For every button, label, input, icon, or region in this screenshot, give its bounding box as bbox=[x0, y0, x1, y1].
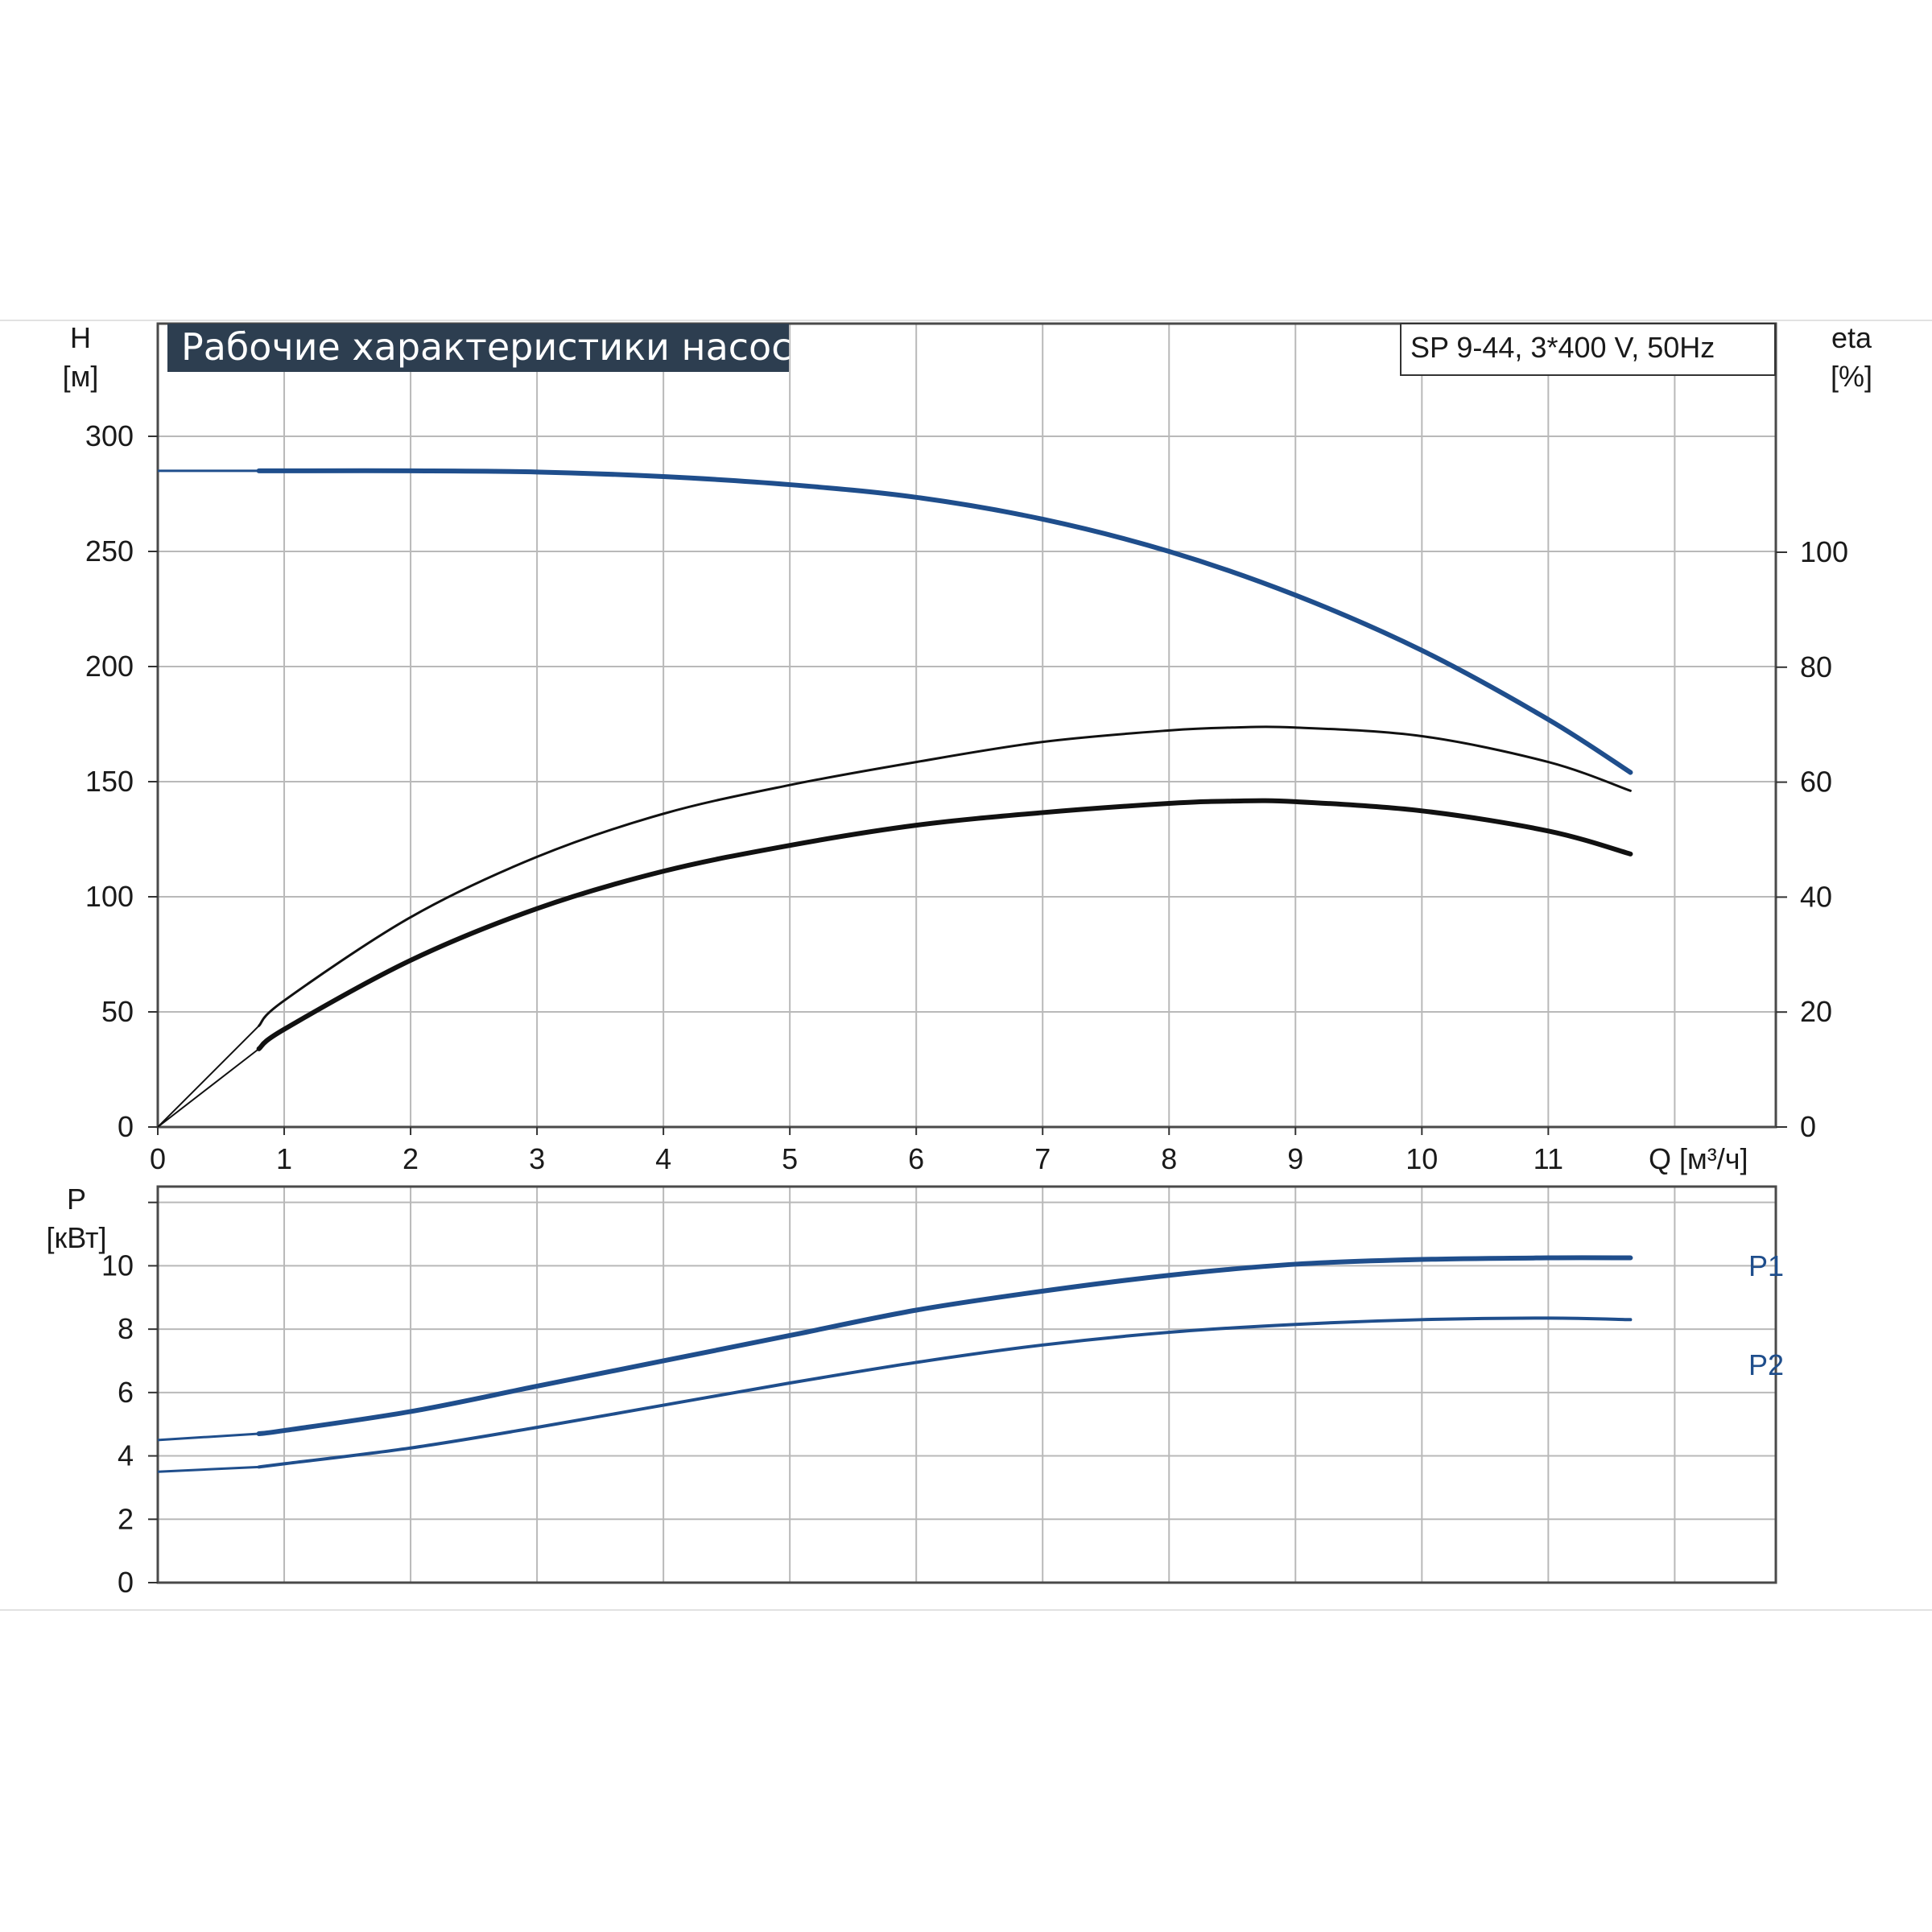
efficiency-curve-upper bbox=[258, 725, 1632, 1027]
power-axis-unit: [кВт] bbox=[46, 1221, 106, 1254]
ticks-layer: 0 1 2 3 4 5 6 7 8 9 10 1105010015020025030002040608… bbox=[85, 419, 1848, 1599]
head-tick-label: 50 bbox=[101, 995, 134, 1028]
x-tick-label: 3 bbox=[529, 1142, 545, 1175]
top-panel-frame bbox=[156, 322, 1777, 1129]
eta-tick-label: 40 bbox=[1800, 880, 1832, 913]
efficiency-curve-lower bbox=[256, 798, 1633, 1051]
p2-series-label: P2 bbox=[1748, 1348, 1784, 1381]
eta-tick-label: 60 bbox=[1800, 766, 1832, 799]
power-tick-label: 10 bbox=[101, 1249, 134, 1282]
top-panel-grid bbox=[0, 320, 1932, 1611]
model-box bbox=[1400, 323, 1776, 376]
model-label: SP 9-44, 3*400 V, 50Hz bbox=[1410, 331, 1715, 364]
power-tick-label: 6 bbox=[118, 1376, 134, 1409]
curves-layer bbox=[157, 468, 1633, 1473]
power-tick-label: 2 bbox=[118, 1502, 134, 1535]
head-tick-label: 300 bbox=[85, 419, 134, 452]
x-tick-label: 4 bbox=[655, 1142, 671, 1175]
power-tick-label: 8 bbox=[118, 1312, 134, 1345]
bottom-panel-frame bbox=[156, 1185, 1777, 1584]
x-tick-label: 7 bbox=[1034, 1142, 1051, 1175]
power-tick-label: 4 bbox=[118, 1439, 134, 1472]
efficiency-axis-symbol: eta bbox=[1831, 321, 1872, 354]
eta-tick-label: 100 bbox=[1800, 535, 1848, 568]
power-axis-symbol: P bbox=[67, 1183, 86, 1216]
p1-series-label: P1 bbox=[1748, 1249, 1784, 1282]
x-tick-label: 5 bbox=[782, 1142, 798, 1175]
x-tick-label: 1 bbox=[276, 1142, 292, 1175]
head-tick-label: 250 bbox=[85, 535, 134, 568]
head-tick-label: 200 bbox=[85, 650, 134, 683]
head-curve bbox=[256, 468, 1633, 775]
x-tick-label: 2 bbox=[402, 1142, 419, 1175]
head-axis-symbol: H bbox=[70, 321, 91, 354]
p2-curve bbox=[257, 1316, 1633, 1469]
eta-tick-label: 20 bbox=[1800, 995, 1832, 1028]
bottom-panel-grid bbox=[156, 1185, 1777, 1584]
head-tick-label: 150 bbox=[85, 765, 134, 798]
x-tick-label: 11 bbox=[1534, 1142, 1563, 1175]
head-tick-label: 100 bbox=[85, 880, 134, 913]
p1-curve bbox=[256, 1255, 1633, 1437]
title-bar bbox=[167, 324, 789, 372]
eta-tick-label: 80 bbox=[1800, 650, 1832, 683]
x-tick-label: 6 bbox=[908, 1142, 924, 1175]
x-tick-label: 9 bbox=[1287, 1142, 1303, 1175]
eta-tick-label: 0 bbox=[1800, 1110, 1816, 1143]
p1-curve-extension bbox=[157, 1432, 259, 1442]
flow-axis-label: Q [м³/ч] bbox=[1649, 1142, 1748, 1175]
x-tick-label: 8 bbox=[1161, 1142, 1177, 1175]
head-tick-label: 0 bbox=[118, 1110, 134, 1143]
x-tick-label: 10 bbox=[1406, 1142, 1438, 1175]
efficiency-axis-unit: [%] bbox=[1831, 360, 1872, 393]
efficiency-curve-upper-extension bbox=[157, 1025, 260, 1128]
power-tick-label: 0 bbox=[118, 1566, 134, 1599]
p2-curve-extension bbox=[157, 1465, 259, 1473]
chart-title: Рабочие характеристики насоса bbox=[181, 325, 815, 369]
efficiency-curve-lower-extension bbox=[157, 1048, 260, 1128]
x-tick-label: 0 bbox=[150, 1142, 166, 1175]
head-axis-unit: [м] bbox=[63, 360, 99, 393]
